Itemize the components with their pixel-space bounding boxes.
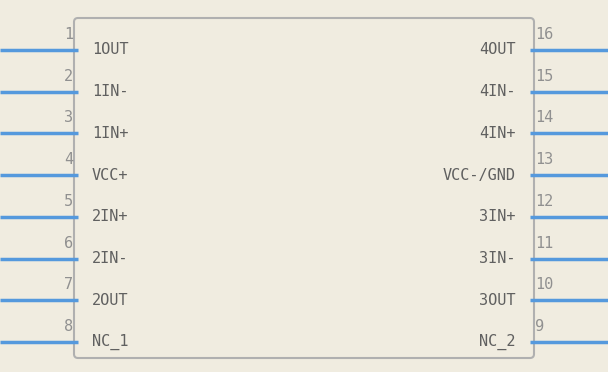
Text: VCC+: VCC+	[92, 168, 128, 183]
Text: 1IN+: 1IN+	[92, 126, 128, 141]
Text: 5: 5	[64, 194, 73, 209]
Text: 2IN-: 2IN-	[92, 251, 128, 266]
FancyBboxPatch shape	[74, 18, 534, 358]
Text: 11: 11	[535, 235, 553, 251]
Text: 8: 8	[64, 319, 73, 334]
Text: 4IN+: 4IN+	[480, 126, 516, 141]
Text: 4OUT: 4OUT	[480, 42, 516, 58]
Text: 2: 2	[64, 69, 73, 84]
Text: NC_1: NC_1	[92, 334, 128, 350]
Text: 15: 15	[535, 69, 553, 84]
Text: VCC-/GND: VCC-/GND	[443, 168, 516, 183]
Text: 1: 1	[64, 27, 73, 42]
Text: 3OUT: 3OUT	[480, 293, 516, 308]
Text: 3IN+: 3IN+	[480, 209, 516, 224]
Text: 4IN-: 4IN-	[480, 84, 516, 99]
Text: 3IN-: 3IN-	[480, 251, 516, 266]
Text: 1IN-: 1IN-	[92, 84, 128, 99]
Text: 13: 13	[535, 152, 553, 167]
Text: 2OUT: 2OUT	[92, 293, 128, 308]
Text: 4: 4	[64, 152, 73, 167]
Text: 14: 14	[535, 110, 553, 125]
Text: 7: 7	[64, 277, 73, 292]
Text: 16: 16	[535, 27, 553, 42]
Text: 3: 3	[64, 110, 73, 125]
Text: 12: 12	[535, 194, 553, 209]
Text: 10: 10	[535, 277, 553, 292]
Text: 6: 6	[64, 235, 73, 251]
Text: 1OUT: 1OUT	[92, 42, 128, 58]
Text: NC_2: NC_2	[480, 334, 516, 350]
Text: 9: 9	[535, 319, 544, 334]
Text: 2IN+: 2IN+	[92, 209, 128, 224]
